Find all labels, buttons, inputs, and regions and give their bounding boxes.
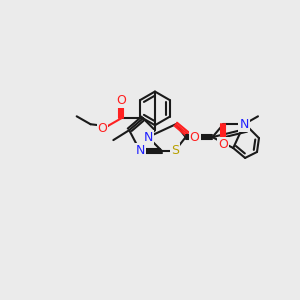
Text: N: N: [135, 145, 145, 158]
Text: O: O: [98, 122, 107, 135]
Text: N: N: [239, 118, 249, 131]
Text: S: S: [171, 145, 179, 158]
Text: O: O: [116, 94, 126, 107]
Text: O: O: [190, 130, 200, 144]
Text: N: N: [143, 130, 153, 144]
Text: O: O: [218, 138, 228, 151]
